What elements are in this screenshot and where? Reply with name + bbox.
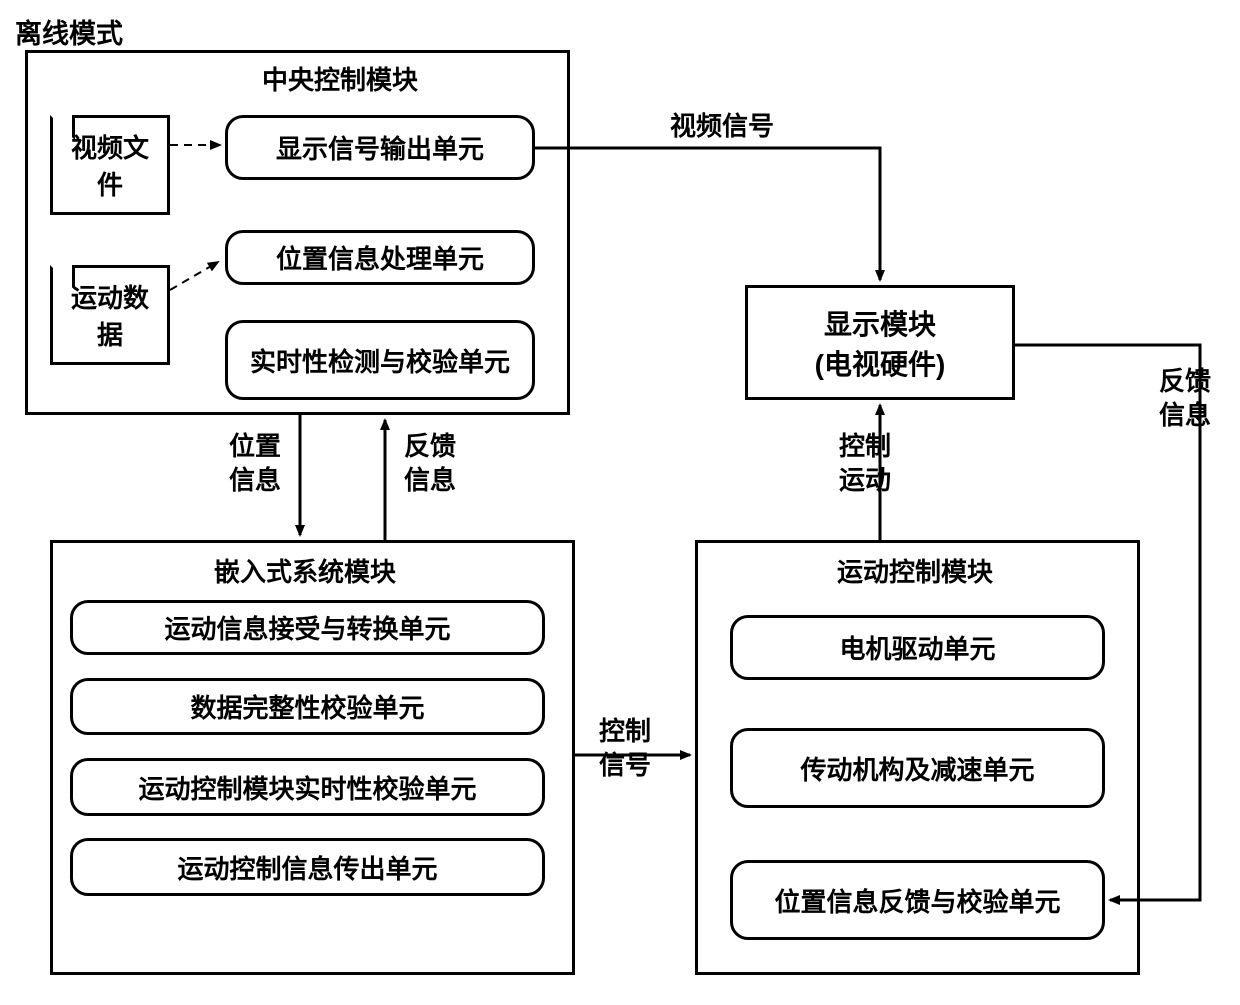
motion-control-title: 运动控制模块 <box>800 552 1030 589</box>
transmission-reducer-unit: 传动机构及减速单元 <box>730 728 1105 808</box>
mode-label: 离线模式 <box>15 12 123 51</box>
realtime-check-unit: 实时性检测与校验单元 <box>225 320 535 400</box>
control-signal-label: 控制信号 <box>595 715 655 783</box>
data-integrity-check-unit: 数据完整性校验单元 <box>70 678 545 735</box>
display-module: 显示模块 (电视硬件) <box>745 285 1015 400</box>
motor-drive-unit: 电机驱动单元 <box>730 615 1105 680</box>
central-control-title: 中央控制模块 <box>210 60 470 97</box>
video-file-label: 视频文件 <box>61 128 159 202</box>
feedback-info-left-label: 反馈信息 <box>400 430 460 498</box>
video-file-box: 视频文件 <box>50 115 170 215</box>
display-module-line1: 显示模块 <box>824 303 936 343</box>
position-feedback-check-unit: 位置信息反馈与校验单元 <box>730 860 1105 940</box>
motion-control-realtime-check-unit: 运动控制模块实时性校验单元 <box>70 758 545 816</box>
feedback-info-right-label: 反馈信息 <box>1155 365 1215 433</box>
display-signal-output-unit: 显示信号输出单元 <box>225 115 535 180</box>
motion-data-label: 运动数据 <box>61 278 159 352</box>
position-info-label: 位置信息 <box>225 430 285 498</box>
position-info-processing-unit: 位置信息处理单元 <box>225 230 535 285</box>
control-motion-label: 控制运动 <box>835 430 895 498</box>
motion-control-info-output-unit: 运动控制信息传出单元 <box>70 838 545 896</box>
motion-info-receive-unit: 运动信息接受与转换单元 <box>70 600 545 655</box>
display-module-line2: (电视硬件) <box>815 343 946 383</box>
embedded-system-title: 嵌入式系统模块 <box>175 552 435 589</box>
motion-data-box: 运动数据 <box>50 265 170 365</box>
video-signal-label: 视频信号 <box>670 110 774 144</box>
